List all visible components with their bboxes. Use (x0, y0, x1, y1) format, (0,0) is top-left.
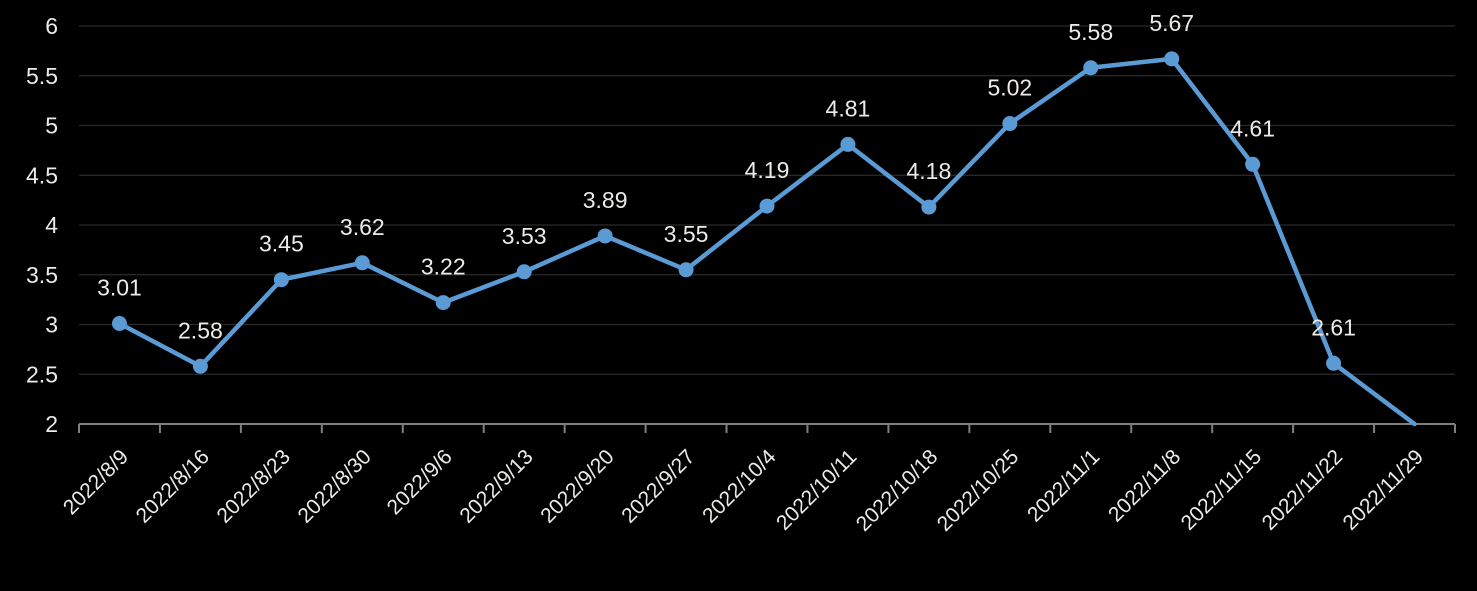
data-point-label: 4.81 (826, 95, 871, 121)
y-axis-tick-label: 5.5 (26, 63, 58, 89)
y-axis-tick-label: 6 (45, 13, 58, 39)
data-point-label: 3.55 (664, 221, 709, 247)
data-point-marker (435, 295, 451, 311)
y-axis-tick-label: 4.5 (26, 162, 58, 188)
data-point-marker (1164, 51, 1180, 67)
data-point-marker (840, 136, 856, 152)
data-point-marker (1245, 156, 1261, 172)
data-point-label: 2.58 (178, 317, 223, 343)
y-axis-tick-label: 3 (45, 312, 58, 338)
y-axis-tick-label: 4 (45, 212, 58, 238)
data-point-label: 3.89 (583, 187, 628, 213)
data-point-marker (597, 228, 613, 244)
data-point-label: 3.22 (421, 254, 466, 280)
data-point-marker (111, 316, 127, 332)
data-point-marker (1083, 60, 1099, 76)
y-axis-tick-label: 2.5 (26, 361, 58, 387)
data-point-marker (354, 255, 370, 271)
data-point-label: 5.58 (1068, 19, 1113, 45)
y-axis-tick-label: 2 (45, 411, 58, 437)
data-point-marker (678, 262, 694, 278)
data-point-label: 4.61 (1230, 115, 1275, 141)
data-point-label: 5.02 (987, 75, 1032, 101)
data-point-marker (516, 264, 532, 280)
data-point-marker (192, 358, 208, 374)
data-point-label: 5.67 (1149, 10, 1194, 36)
data-point-label: 3.01 (97, 275, 142, 301)
data-point-label: 2.61 (1311, 314, 1356, 340)
data-point-marker (1002, 116, 1018, 132)
data-point-marker (921, 199, 937, 215)
y-axis-tick-label: 5 (45, 113, 58, 139)
data-point-marker (273, 272, 289, 288)
data-point-marker (759, 198, 775, 214)
data-point-label: 4.19 (745, 157, 790, 183)
data-point-label: 3.45 (259, 231, 304, 257)
y-axis-tick-label: 3.5 (26, 262, 58, 288)
data-point-label: 4.18 (906, 158, 951, 184)
data-point-label: 3.53 (502, 223, 547, 249)
data-point-marker (1326, 355, 1342, 371)
data-point-label: 3.62 (340, 214, 385, 240)
